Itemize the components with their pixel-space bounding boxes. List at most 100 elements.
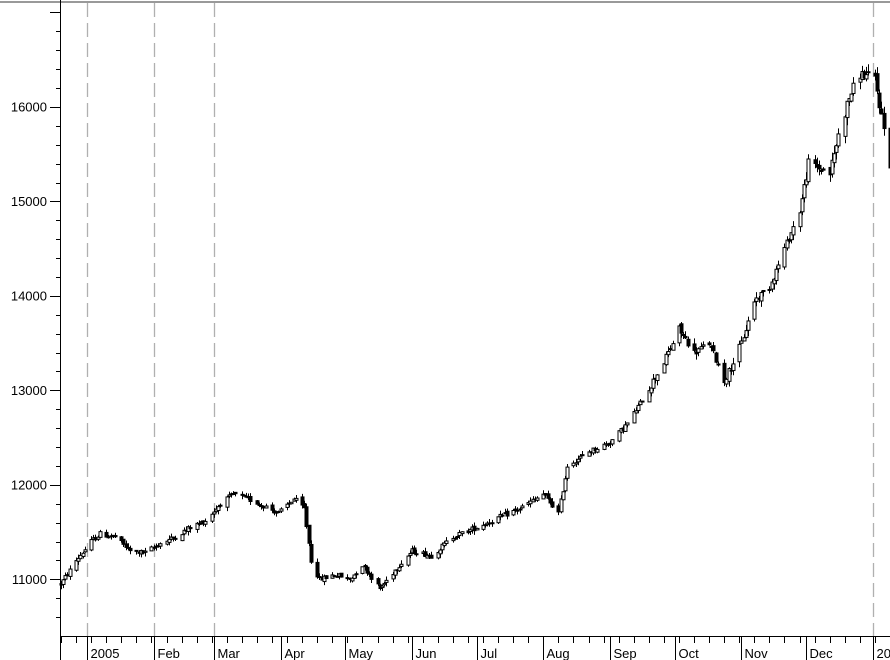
- candle-body: [776, 264, 781, 270]
- candle-body: [113, 535, 118, 538]
- candle-body: [324, 575, 329, 580]
- candle-body: [233, 491, 238, 495]
- y-tick-label: 12000: [11, 477, 47, 492]
- candle-body: [655, 374, 660, 382]
- candle-body: [408, 552, 413, 556]
- candle-body: [309, 543, 314, 563]
- x-tick-label: May: [349, 646, 374, 660]
- x-tick-label: Jul: [481, 646, 498, 660]
- candle-body: [701, 344, 706, 347]
- candle-body: [686, 338, 691, 347]
- candle-body: [671, 343, 676, 351]
- candle-body: [412, 547, 417, 555]
- candle-body: [774, 268, 779, 282]
- candle-body: [121, 538, 126, 545]
- candle-body: [173, 537, 178, 540]
- candle-body: [580, 454, 585, 457]
- month-divider-lines: [86, 3, 875, 636]
- candle-body: [737, 343, 742, 363]
- candle-body: [500, 514, 505, 517]
- candle-body: [444, 540, 449, 545]
- y-tick-label: 16000: [11, 99, 47, 114]
- candle-body: [511, 509, 516, 516]
- candle-body: [98, 531, 103, 538]
- candle-body: [158, 543, 163, 547]
- candle-body: [561, 491, 566, 501]
- candle-body: [742, 337, 747, 342]
- candle-body: [546, 493, 551, 499]
- candle-body: [438, 549, 443, 555]
- candle-body: [74, 560, 79, 571]
- x-tick-label: Sep: [614, 646, 637, 660]
- y-axis: 11000 12000 13000 14000 15000 16000: [11, 12, 60, 618]
- candle-body: [397, 567, 402, 572]
- x-tick-label: Jun: [416, 646, 437, 660]
- candle-body: [460, 531, 465, 535]
- candle-body: [576, 458, 581, 463]
- candle-body: [746, 320, 751, 331]
- candle-body: [623, 424, 628, 432]
- candle-body: [752, 301, 757, 320]
- candle-body: [429, 554, 434, 559]
- candle-body: [149, 546, 154, 552]
- candle-body: [879, 108, 884, 115]
- candle-body: [683, 335, 688, 339]
- candle-body: [744, 330, 749, 338]
- candle-body: [270, 504, 275, 511]
- candle-body: [699, 346, 704, 350]
- candle-body: [679, 323, 684, 334]
- candle-body: [339, 572, 344, 578]
- candle-body: [634, 410, 639, 414]
- candle-body: [399, 563, 404, 567]
- candle-body: [798, 212, 803, 228]
- x-tick-label: 2005: [91, 646, 120, 660]
- candle-body: [550, 501, 555, 508]
- candle-body: [210, 513, 215, 522]
- candle-body: [802, 184, 807, 199]
- candle-body: [759, 292, 764, 302]
- y-tick-label: 13000: [11, 383, 47, 398]
- candle-body: [505, 510, 510, 517]
- x-tick-label: Oct: [679, 646, 700, 660]
- candle-body: [212, 511, 217, 515]
- candle-body: [134, 549, 139, 552]
- candle-body: [625, 422, 630, 426]
- candle-body: [143, 550, 148, 553]
- candle-body: [834, 145, 839, 153]
- candle-body: [515, 509, 520, 512]
- x-tick-label: Nov: [745, 646, 769, 660]
- candle-body: [761, 289, 766, 293]
- candle-body: [453, 537, 458, 540]
- x-axis: 2005 Feb Mar Apr May Jun Jul Aug Sep Oct Nov Dec 200…: [61, 636, 890, 660]
- candle-body: [496, 516, 501, 524]
- x-tick-label: Apr: [285, 646, 306, 660]
- candle-body: [696, 348, 701, 353]
- candle-body: [821, 168, 826, 171]
- candle-body: [739, 340, 744, 344]
- candle-body: [866, 71, 871, 74]
- candle-body: [875, 73, 880, 92]
- candle-body: [574, 462, 579, 465]
- x-tick-label: Aug: [547, 646, 570, 660]
- x-tick-label: Dec: [810, 646, 834, 660]
- candle-body: [83, 549, 88, 553]
- candle-body: [714, 352, 719, 363]
- candle-body: [692, 343, 697, 351]
- candle-body: [307, 524, 312, 544]
- candle-body: [406, 555, 411, 566]
- candle-body: [279, 508, 284, 512]
- candle-body: [376, 578, 381, 585]
- candle-body: [640, 400, 645, 403]
- candle-body: [264, 505, 269, 509]
- candle-body: [490, 522, 495, 525]
- candle-body: [832, 153, 837, 164]
- candle-body: [851, 82, 856, 95]
- candle-body: [559, 498, 564, 513]
- candle-body: [89, 539, 94, 551]
- candle-body: [845, 100, 850, 119]
- candle-body: [877, 92, 882, 109]
- y-tick-label: 11000: [12, 572, 47, 587]
- candle-body: [360, 566, 365, 574]
- candle-body: [124, 543, 129, 548]
